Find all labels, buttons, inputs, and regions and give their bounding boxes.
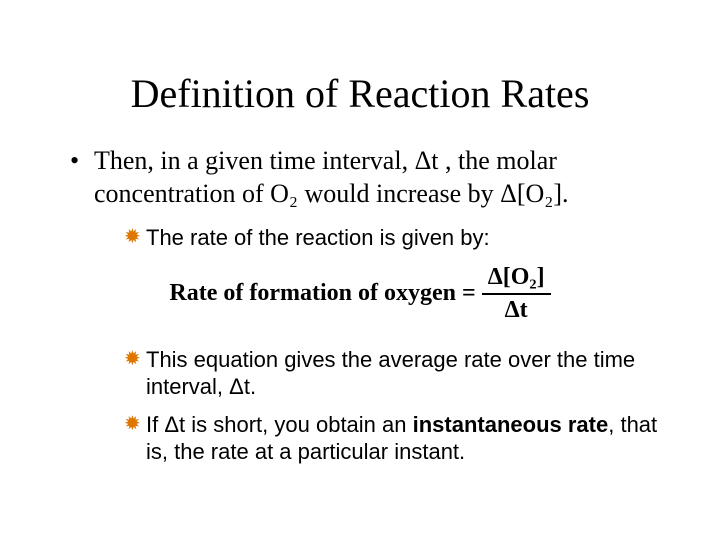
equation-fraction: Δ[O₂] Δt bbox=[482, 264, 551, 324]
star-icon: ✹ bbox=[124, 224, 146, 252]
sub3-part1: If Δt is short, you obtain an bbox=[146, 412, 413, 437]
bullet-dot-icon: • bbox=[70, 145, 94, 210]
sub-bullet-3-text: If Δt is short, you obtain an instantane… bbox=[146, 411, 670, 466]
star-icon: ✹ bbox=[124, 411, 146, 466]
main-bullet-text: Then, in a given time interval, Δt , the… bbox=[94, 145, 670, 210]
equation-denominator: Δt bbox=[499, 295, 534, 324]
sub-bullet-2-text: This equation gives the average rate ove… bbox=[146, 346, 670, 401]
sub3-bold: instantaneous rate bbox=[413, 412, 609, 437]
sub-bullet-1-text: The rate of the reaction is given by: bbox=[146, 224, 670, 252]
equation-left: Rate of formation of oxygen = bbox=[169, 280, 475, 307]
star-icon: ✹ bbox=[124, 346, 146, 401]
sub-bullet-3: ✹ If Δt is short, you obtain an instanta… bbox=[124, 411, 670, 466]
equation-numerator: Δ[O₂] bbox=[482, 264, 551, 295]
slide-title: Definition of Reaction Rates bbox=[50, 70, 670, 117]
rate-equation: Rate of formation of oxygen = Δ[O₂] Δt bbox=[169, 264, 550, 324]
equation-block: Rate of formation of oxygen = Δ[O₂] Δt bbox=[50, 264, 670, 324]
main-bullet: • Then, in a given time interval, Δt , t… bbox=[70, 145, 670, 210]
sub-bullet-2: ✹ This equation gives the average rate o… bbox=[124, 346, 670, 401]
sub-bullet-1: ✹ The rate of the reaction is given by: bbox=[124, 224, 670, 252]
